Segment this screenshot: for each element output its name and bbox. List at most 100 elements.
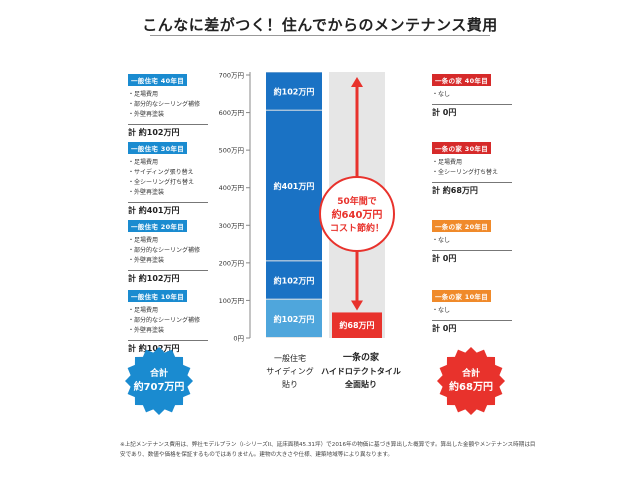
footnote: ※上記メンテナンス費用は、弊社モデルプラン（i-シリーズII、延床面積45.31… xyxy=(120,442,536,458)
bar-segment xyxy=(332,312,382,338)
bar-value-label: 約102万円 xyxy=(274,276,315,286)
card-item: ・足場費用 xyxy=(432,159,463,166)
card-item: ・なし xyxy=(432,91,451,98)
card-header: 一条の家 40年目 xyxy=(432,74,492,86)
savings-arrow-head-down xyxy=(351,300,363,311)
card-header: 一般住宅 40年目 xyxy=(128,74,188,86)
card-item: ・足場費用 xyxy=(128,237,159,244)
card-standard-20yr: 一般住宅 20年目・足場費用・部分的なシーリング補修 ・外壁再塗装計 約102万円 xyxy=(128,214,210,284)
y-tick-label: 200万円 xyxy=(219,259,244,267)
card-total: 計 0円 xyxy=(432,254,457,263)
x-label-line: ハイドロテクトタイル xyxy=(321,367,401,376)
card-standard-30yr: 一般住宅 30年目・足場費用・サイディング張り替え ・全シーリング打ち替え ・外壁再… xyxy=(128,136,210,216)
total-badge-label: 合計 xyxy=(461,369,480,379)
card-divider xyxy=(432,104,512,105)
x-label-line: サイディング xyxy=(266,367,314,376)
card-ichijo-10yr: 一条の家 10年目・なし計 0円 xyxy=(432,284,514,334)
card-total: 計 約68万円 xyxy=(432,186,478,195)
card-header: 一条の家 30年目 xyxy=(432,142,492,154)
y-tick-label: 0円 xyxy=(233,335,244,343)
x-label-line: 一条の家 xyxy=(342,353,379,363)
card-item: ・部分的なシーリング補修 xyxy=(128,247,201,254)
card-standard-40yr: 一般住宅 40年目・足場費用・部分的なシーリング補修 ・外壁再塗装計 約102万円 xyxy=(128,68,210,138)
card-items: ・なし xyxy=(432,236,514,246)
bar-value-label: 約401万円 xyxy=(274,181,315,191)
total-badge-label: 合計 xyxy=(149,369,168,379)
card-header: 一条の家 20年目 xyxy=(432,220,492,232)
bar-value-label: 約102万円 xyxy=(274,314,315,324)
card-item: ・全シーリング打ち替え xyxy=(128,179,195,186)
card-ichijo-40yr: 一条の家 40年目・なし計 0円 xyxy=(432,68,514,118)
card-divider xyxy=(432,320,512,321)
card-item: ・全シーリング打ち替え xyxy=(432,169,499,176)
x-label-line: 全面貼り xyxy=(345,380,377,389)
card-item: ・足場費用 xyxy=(128,159,159,166)
total-badge-standard: 合計 約707万円 xyxy=(124,346,194,416)
card-item: ・足場費用 xyxy=(128,91,159,98)
card-header: 一般住宅 10年目 xyxy=(128,290,188,302)
card-header: 一般住宅 20年目 xyxy=(128,220,188,232)
bar-segment xyxy=(266,110,322,261)
y-tick-label: 300万円 xyxy=(219,222,244,230)
bar-value-label: 約102万円 xyxy=(274,87,315,97)
badge-starburst xyxy=(437,347,505,415)
card-items: ・足場費用・部分的なシーリング補修 ・外壁再塗装 xyxy=(128,90,210,120)
title-divider xyxy=(150,35,490,36)
card-item: ・外壁再塗装 xyxy=(128,189,165,196)
card-item: ・なし xyxy=(432,307,451,314)
card-item: ・外壁再塗装 xyxy=(128,257,165,264)
card-items: ・足場費用・全シーリング打ち替え xyxy=(432,158,514,178)
savings-line3: コスト節約！ xyxy=(330,222,384,234)
savings-circle xyxy=(319,176,395,253)
card-total: 計 約102万円 xyxy=(128,274,180,283)
card-item: ・足場費用 xyxy=(128,307,159,314)
bar-value-label: 約68万円 xyxy=(339,320,374,330)
y-tick-label: 100万円 xyxy=(219,297,244,305)
card-items: ・足場費用・部分的なシーリング補修 ・外壁再塗装 xyxy=(128,306,210,336)
card-item: ・外壁再塗装 xyxy=(128,327,165,334)
savings-line1: 50年間で xyxy=(337,195,377,207)
total-badge-ichijo: 合計 約68万円 xyxy=(436,346,506,416)
card-header: 一般住宅 30年目 xyxy=(128,142,188,154)
card-item: ・部分的なシーリング補修 xyxy=(128,317,201,324)
card-item: ・外壁再塗装 xyxy=(128,111,165,118)
card-divider xyxy=(128,202,208,203)
x-label-standard: 一般住宅 サイディング 貼り xyxy=(255,352,325,391)
card-total: 計 約401万円 xyxy=(128,206,180,215)
card-divider xyxy=(432,182,512,183)
card-divider xyxy=(432,250,512,251)
card-item: ・サイディング張り替え xyxy=(128,169,194,176)
x-label-ichijo: 一条の家 ハイドロテクトタイル 全面貼り xyxy=(318,352,404,391)
card-items: ・足場費用・部分的なシーリング補修 ・外壁再塗装 xyxy=(128,236,210,266)
total-badge-value: 約68万円 xyxy=(449,382,493,393)
card-standard-10yr: 一般住宅 10年目・足場費用・部分的なシーリング補修 ・外壁再塗装計 約102万円 xyxy=(128,284,210,354)
card-ichijo-30yr: 一条の家 30年目・足場費用・全シーリング打ち替え計 約68万円 xyxy=(432,136,514,196)
badge-starburst xyxy=(125,347,193,415)
savings-arrow-head-up xyxy=(351,77,363,87)
card-item: ・なし xyxy=(432,237,451,244)
card-total: 計 約102万円 xyxy=(128,128,180,137)
y-tick-label: 600万円 xyxy=(219,109,244,117)
y-tick-label: 400万円 xyxy=(219,184,244,192)
savings-amount: 約640万円 xyxy=(332,208,383,221)
card-total: 計 0円 xyxy=(432,108,457,117)
total-badge-value: 約707万円 xyxy=(133,382,185,393)
card-items: ・足場費用・サイディング張り替え ・全シーリング打ち替え ・外壁再塗装 xyxy=(128,158,210,198)
x-label-line: 貼り xyxy=(282,380,298,389)
card-total: 計 0円 xyxy=(432,324,457,333)
y-tick-label: 500万円 xyxy=(219,147,244,155)
page-title: こんなに差がつく！住んでからのメンテナンス費用 xyxy=(142,16,498,34)
y-tick-label: 700万円 xyxy=(219,72,244,80)
card-divider xyxy=(128,270,208,271)
card-divider xyxy=(128,340,208,341)
card-total: 計 約102万円 xyxy=(128,344,180,353)
bar-segment xyxy=(266,299,322,337)
card-divider xyxy=(128,124,208,125)
card-items: ・なし xyxy=(432,90,514,100)
card-ichijo-20yr: 一条の家 20年目・なし計 0円 xyxy=(432,214,514,264)
x-label-line: 一般住宅 xyxy=(274,354,306,363)
card-item: ・部分的なシーリング補修 xyxy=(128,101,201,108)
card-header: 一条の家 10年目 xyxy=(432,290,492,302)
bar-segment xyxy=(266,261,322,299)
